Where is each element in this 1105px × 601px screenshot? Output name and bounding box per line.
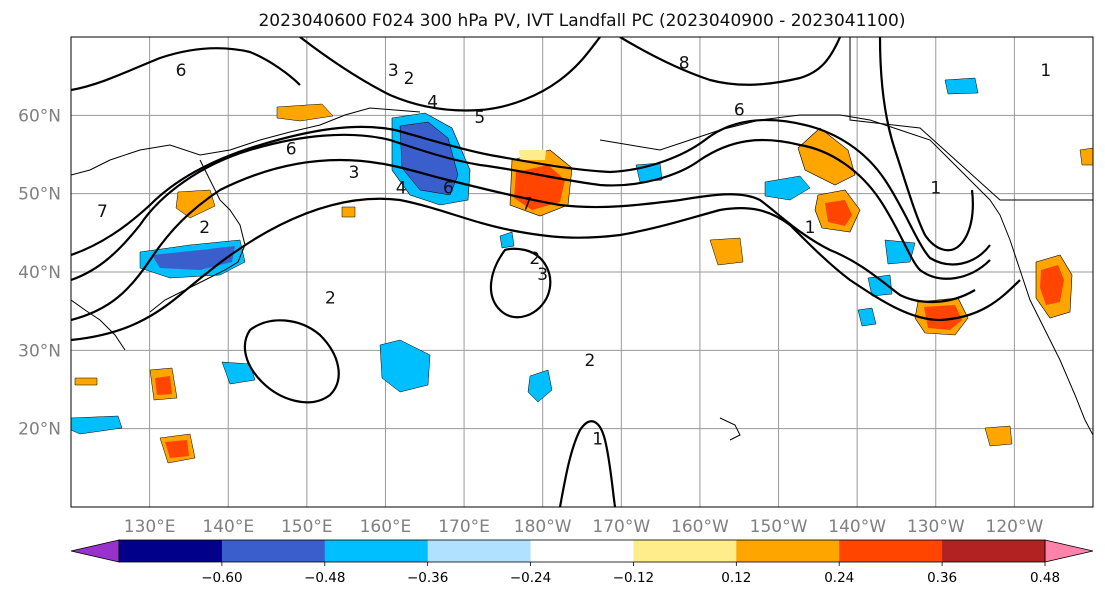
figure-title: 2023040600 F024 300 hPa PV, IVT Landfall… <box>258 11 905 31</box>
contour-6 <box>71 133 991 282</box>
longitude-label: 160°W <box>671 517 729 537</box>
colorbar-tick-label: −0.24 <box>510 570 551 586</box>
contour-label: 1 <box>805 218 816 238</box>
colorbar-tick-label: 0.12 <box>721 570 751 586</box>
contour-north-ridge-east <box>619 37 842 86</box>
negative-anomaly-japan <box>139 239 246 279</box>
colorbar-swatch <box>427 540 532 562</box>
positive-anomaly-gulf-alaska <box>797 127 1073 336</box>
colorbar-frame <box>118 539 1046 563</box>
coastline-china <box>71 299 126 351</box>
contour-label: 7 <box>522 194 533 214</box>
latitude-label: 30°N <box>18 341 61 361</box>
contour-label: 5 <box>474 108 485 128</box>
coastline-hawaii <box>719 417 741 441</box>
contour-7-north <box>71 47 301 92</box>
contour-label: 6 <box>286 140 297 160</box>
colorbar-extend-high <box>1044 539 1094 563</box>
longitude-label: 150°W <box>750 517 808 537</box>
longitude-labels: 130°E 140°E 150°E 160°E 170°E 180°W 170°W 160°W… <box>124 517 1044 537</box>
latitude-labels: 20°N 30°N 40°N 50°N 60°N <box>18 106 61 439</box>
latitude-label: 20°N <box>18 420 61 440</box>
longitude-label: 130°W <box>907 517 965 537</box>
contour-label: 2 <box>404 69 415 89</box>
contour-label: 2 <box>325 288 336 308</box>
colorbar-tick-label: −0.48 <box>304 570 345 586</box>
contour-label: 2 <box>529 249 540 269</box>
longitude-label: 130°E <box>124 517 176 537</box>
colorbar-swatches <box>70 539 1094 563</box>
longitude-label: 160°E <box>360 517 412 537</box>
longitude-label: 170°W <box>592 517 650 537</box>
contour-1-south <box>558 420 617 507</box>
contour-cutoff-low <box>489 247 552 319</box>
longitude-label: 150°E <box>281 517 333 537</box>
map-frame <box>70 36 1094 508</box>
political-boundary <box>849 37 1093 201</box>
colorbar-tick-label: 0.24 <box>824 570 854 586</box>
longitude-label: 140°W <box>828 517 886 537</box>
positive-anomaly-small <box>74 103 1093 464</box>
colorbar-swatch <box>324 540 429 562</box>
colorbar-tick-label: 0.36 <box>927 570 957 586</box>
colorbar-swatch <box>942 540 1046 562</box>
contour-5 <box>71 118 991 266</box>
colorbar-tick-label: 0.48 <box>1030 570 1060 586</box>
contour-label: 1 <box>1040 61 1051 81</box>
latitude-label: 50°N <box>18 185 61 205</box>
longitude-label: 170°E <box>438 517 490 537</box>
negative-anomaly-aleutian <box>391 112 471 206</box>
latitude-label: 60°N <box>18 106 61 126</box>
contour-label: 2 <box>584 351 595 371</box>
contour-label: 6 <box>176 61 187 81</box>
contour-label: 1 <box>592 429 603 449</box>
contour-closed-2 <box>243 319 340 404</box>
contour-label: 8 <box>679 53 690 73</box>
contour-label: 4 <box>396 179 407 199</box>
contour-label: 1 <box>930 179 941 199</box>
contour-north-ridge <box>299 37 601 112</box>
longitude-label: 120°W <box>986 517 1044 537</box>
colorbar-tick-label: −0.60 <box>201 570 242 586</box>
colorbar-tick-label: −0.12 <box>613 570 654 586</box>
pv-contours <box>71 37 1021 507</box>
contour-label: 4 <box>427 93 438 113</box>
colorbar-tick-label: −0.36 <box>407 570 448 586</box>
coastline-alaska <box>599 114 1001 216</box>
longitude-label: 180°W <box>514 517 572 537</box>
contour-label: 6 <box>734 100 745 120</box>
contour-label: 2 <box>199 218 210 238</box>
coastline-asia <box>71 107 421 176</box>
longitude-label: 140°E <box>202 517 254 537</box>
colorbar-swatch <box>119 540 223 562</box>
contour-label: 7 <box>97 202 108 222</box>
contour-3 <box>71 197 1021 342</box>
coastline-japan <box>149 159 246 313</box>
colorbar: −0.60 −0.48 −0.36 −0.24 −0.12 0.12 0.24 0.36 0.4… <box>70 539 1094 586</box>
coastline-north-america <box>999 214 1093 436</box>
coastlines <box>71 37 1093 441</box>
contour-label: 3 <box>349 163 360 183</box>
colorbar-swatch <box>633 540 737 562</box>
colorbar-swatch <box>839 540 943 562</box>
colorbar-swatch <box>221 540 326 562</box>
contour-trough-east <box>878 37 974 252</box>
contour-4 <box>71 158 976 322</box>
map-panel <box>70 36 1094 508</box>
contour-label: 6 <box>443 179 454 199</box>
colorbar-swatch <box>736 540 840 562</box>
contour-label: 3 <box>388 61 399 81</box>
contour-label: 3 <box>537 265 548 285</box>
negative-anomaly-small <box>71 77 979 435</box>
colorbar-tick-labels: −0.60 −0.48 −0.36 −0.24 −0.12 0.12 0.24 0.36 0.4… <box>201 562 1060 586</box>
colorbar-extend-low <box>70 539 120 563</box>
colorbar-swatch <box>530 540 634 562</box>
latitude-label: 40°N <box>18 263 61 283</box>
